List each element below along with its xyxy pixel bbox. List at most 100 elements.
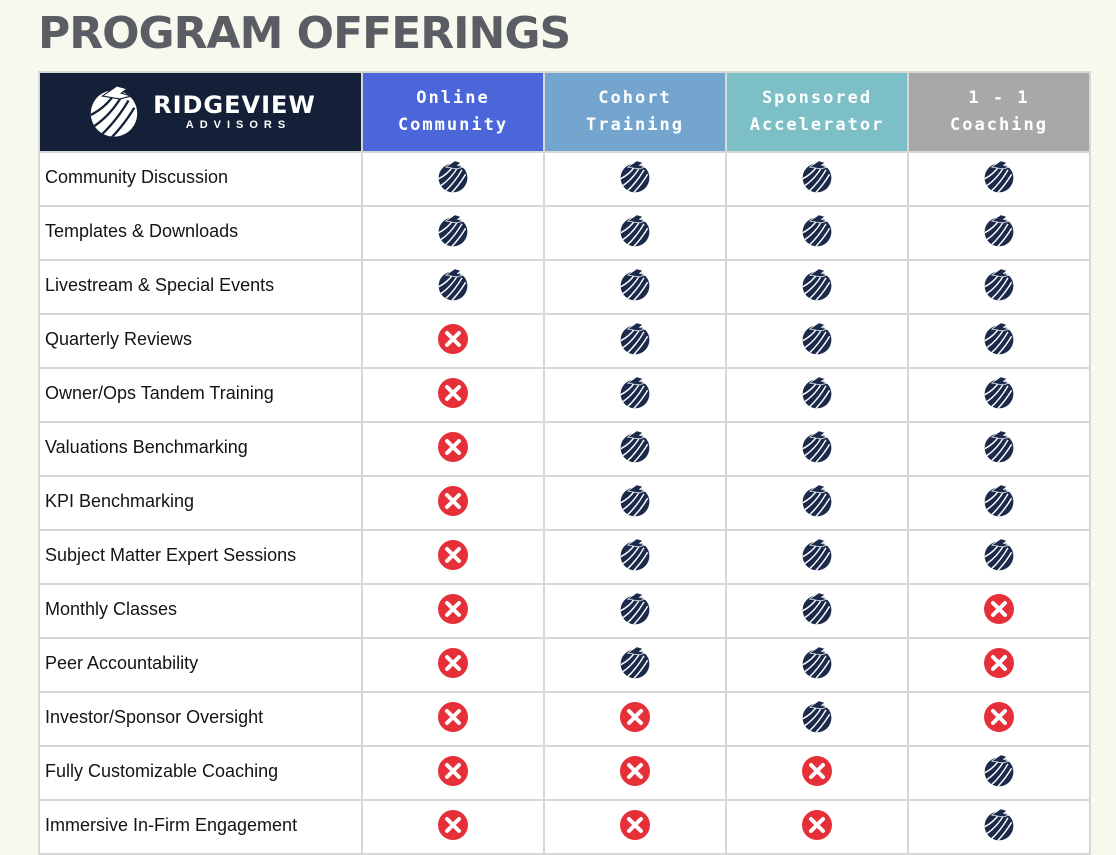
feature-label: Community Discussion: [38, 151, 363, 207]
column-header-line1: Sponsored: [761, 88, 873, 108]
ridgeview-logo-icon: [981, 537, 1017, 578]
cell-coaching: [907, 421, 1091, 477]
page-title: PROGRAM OFFERINGS: [38, 8, 571, 59]
x-circle-icon: [983, 647, 1015, 684]
cell-sponsored-accelerator: [725, 151, 909, 207]
cell-sponsored-accelerator: [725, 529, 909, 585]
cell-sponsored-accelerator: [725, 367, 909, 423]
column-header-line2: Accelerator: [749, 115, 885, 135]
ridgeview-logo-icon: [799, 537, 835, 578]
table-row: Subject Matter Expert Sessions: [38, 529, 1091, 585]
cell-cohort-training: [543, 799, 727, 855]
ridgeview-logo-icon: [617, 159, 653, 200]
ridgeview-logo-icon: [799, 645, 835, 686]
cell-coaching: [907, 745, 1091, 801]
cell-online-community: [361, 421, 545, 477]
cell-cohort-training: [543, 151, 727, 207]
ridgeview-logo-icon: [981, 159, 1017, 200]
cell-coaching: [907, 583, 1091, 639]
feature-label: Fully Customizable Coaching: [38, 745, 363, 801]
program-comparison-table: RIDGEVIEW ADVISORS Online Community Coho…: [38, 71, 1091, 855]
feature-label: Investor/Sponsor Oversight: [38, 691, 363, 747]
feature-label: KPI Benchmarking: [38, 475, 363, 531]
column-header-cohort-training: Cohort Training: [543, 71, 727, 153]
x-circle-icon: [437, 701, 469, 738]
cell-coaching: [907, 637, 1091, 693]
brand-logo: RIDGEVIEW ADVISORS: [38, 71, 363, 153]
table-row: Templates & Downloads: [38, 205, 1091, 261]
cell-online-community: [361, 205, 545, 261]
cell-sponsored-accelerator: [725, 583, 909, 639]
column-header-line1: Cohort: [598, 88, 672, 108]
x-circle-icon: [437, 323, 469, 360]
cell-coaching: [907, 529, 1091, 585]
column-header-line1: Online: [416, 88, 490, 108]
cell-cohort-training: [543, 259, 727, 315]
cell-online-community: [361, 367, 545, 423]
feature-label: Quarterly Reviews: [38, 313, 363, 369]
column-header-line2: Training: [586, 115, 684, 135]
table-row: Valuations Benchmarking: [38, 421, 1091, 477]
table-row: Owner/Ops Tandem Training: [38, 367, 1091, 423]
cell-coaching: [907, 151, 1091, 207]
feature-label: Peer Accountability: [38, 637, 363, 693]
x-circle-icon: [619, 701, 651, 738]
table-row: Monthly Classes: [38, 583, 1091, 639]
ridgeview-logo-icon: [799, 267, 835, 308]
x-circle-icon: [801, 755, 833, 792]
x-circle-icon: [983, 593, 1015, 630]
ridgeview-logo-icon: [799, 375, 835, 416]
cell-cohort-training: [543, 421, 727, 477]
cell-cohort-training: [543, 745, 727, 801]
brand-subtitle: ADVISORS: [185, 119, 292, 131]
column-header-online-community: Online Community: [361, 71, 545, 153]
x-circle-icon: [437, 431, 469, 468]
ridgeview-logo-icon: [617, 321, 653, 362]
cell-sponsored-accelerator: [725, 475, 909, 531]
cell-sponsored-accelerator: [725, 421, 909, 477]
feature-label: Templates & Downloads: [38, 205, 363, 261]
x-circle-icon: [437, 647, 469, 684]
x-circle-icon: [983, 701, 1015, 738]
cell-sponsored-accelerator: [725, 313, 909, 369]
cell-cohort-training: [543, 637, 727, 693]
ridgeview-logo-icon: [617, 591, 653, 632]
ridgeview-logo-icon: [799, 321, 835, 362]
x-circle-icon: [619, 809, 651, 846]
ridgeview-logo-icon: [435, 159, 471, 200]
feature-label: Livestream & Special Events: [38, 259, 363, 315]
x-circle-icon: [437, 539, 469, 576]
cell-cohort-training: [543, 529, 727, 585]
cell-coaching: [907, 259, 1091, 315]
cell-coaching: [907, 475, 1091, 531]
ridgeview-logo-icon: [799, 591, 835, 632]
ridgeview-logo-icon: [617, 429, 653, 470]
feature-label: Valuations Benchmarking: [38, 421, 363, 477]
ridgeview-logo-icon: [435, 267, 471, 308]
cell-online-community: [361, 259, 545, 315]
cell-online-community: [361, 475, 545, 531]
ridgeview-logo-icon: [617, 537, 653, 578]
ridgeview-logo-icon: [981, 753, 1017, 794]
ridgeview-logo-icon: [90, 85, 138, 137]
ridgeview-logo-icon: [799, 483, 835, 524]
cell-cohort-training: [543, 691, 727, 747]
cell-sponsored-accelerator: [725, 205, 909, 261]
x-circle-icon: [437, 593, 469, 630]
cell-coaching: [907, 205, 1091, 261]
ridgeview-logo-icon: [617, 213, 653, 254]
x-circle-icon: [437, 377, 469, 414]
table-body: Community Discussion Templates & Download…: [38, 151, 1091, 855]
x-circle-icon: [437, 485, 469, 522]
header-row: RIDGEVIEW ADVISORS Online Community Coho…: [38, 71, 1091, 153]
cell-cohort-training: [543, 313, 727, 369]
column-header-line1: 1 - 1: [968, 88, 1030, 108]
table-row: KPI Benchmarking: [38, 475, 1091, 531]
ridgeview-logo-icon: [981, 321, 1017, 362]
cell-sponsored-accelerator: [725, 799, 909, 855]
table-row: Immersive In-Firm Engagement: [38, 799, 1091, 855]
ridgeview-logo-icon: [981, 213, 1017, 254]
table-row: Livestream & Special Events: [38, 259, 1091, 315]
ridgeview-logo-icon: [617, 267, 653, 308]
ridgeview-logo-icon: [799, 699, 835, 740]
